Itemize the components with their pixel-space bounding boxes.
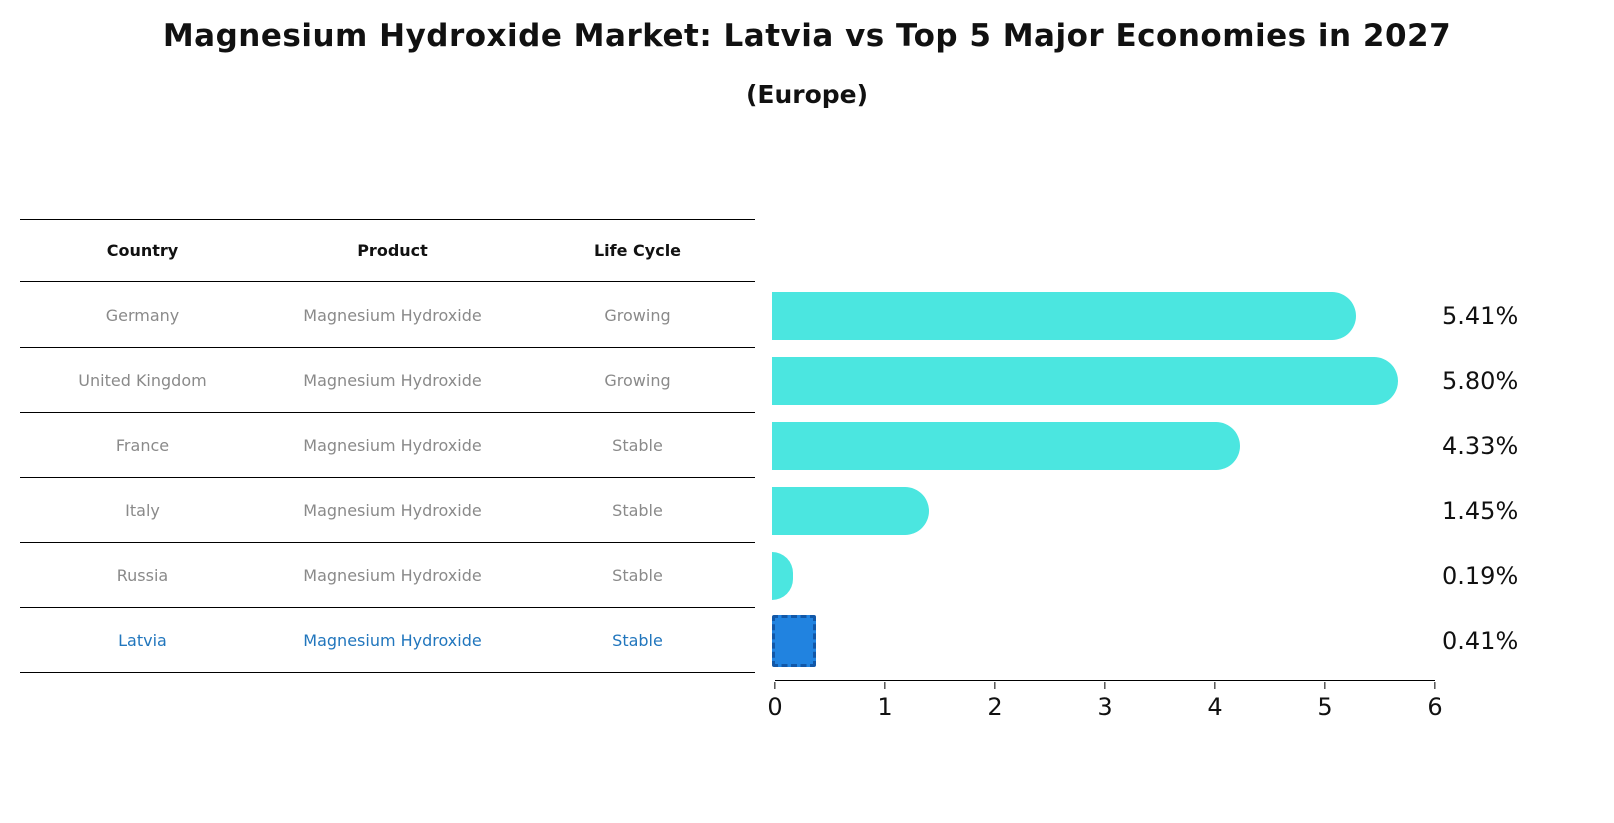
table-and-bars: Country Product Life Cycle Germany Magne… (20, 218, 1602, 673)
country-cell: Russia (116, 565, 169, 585)
table-row: Russia Magnesium Hydroxide Stable 0.19% (20, 543, 1602, 608)
product-cell: Magnesium Hydroxide (303, 435, 482, 455)
x-tick: 2 (987, 682, 1003, 721)
x-axis-ticks: 0 1 2 3 4 5 6 (767, 682, 1443, 722)
country-cell: Italy (125, 500, 160, 520)
chart-subtitle: (Europe) (745, 80, 869, 109)
x-tick: 5 (1317, 682, 1333, 721)
bar-germany (772, 291, 1357, 340)
life-cycle-cell: Stable (612, 630, 663, 650)
table-row: France Magnesium Hydroxide Stable 4.33% (20, 413, 1602, 478)
country-cell: Latvia (118, 630, 167, 650)
table-row: Germany Magnesium Hydroxide Growing 5.41… (20, 283, 1602, 348)
product-cell: Magnesium Hydroxide (303, 630, 482, 650)
table-row: Italy Magnesium Hydroxide Stable 1.45% (20, 478, 1602, 543)
value-label: 5.41% (1442, 301, 1519, 330)
value-label: 0.19% (1442, 561, 1519, 590)
column-header-product: Product (357, 241, 428, 260)
x-tick-label: 4 (1207, 693, 1223, 721)
x-tick-label: 3 (1097, 693, 1113, 721)
bar-united-kingdom (772, 356, 1399, 405)
x-tick-label: 2 (987, 693, 1003, 721)
bar-russia (772, 551, 793, 600)
product-cell: Magnesium Hydroxide (303, 565, 482, 585)
table-header-row: Country Product Life Cycle (20, 218, 1602, 283)
x-tick: 6 (1427, 682, 1443, 721)
life-cycle-cell: Growing (604, 370, 671, 390)
x-tick: 4 (1207, 682, 1223, 721)
x-axis-line (775, 680, 1435, 681)
chart-title: Magnesium Hydroxide Market: Latvia vs To… (162, 18, 1452, 54)
product-cell: Magnesium Hydroxide (303, 305, 482, 325)
country-cell: Germany (105, 305, 180, 325)
x-tick-label: 1 (877, 693, 893, 721)
column-header-country: Country (106, 241, 179, 260)
table-row-latvia: Latvia Magnesium Hydroxide Stable 0.41% (20, 608, 1602, 673)
x-tick: 1 (877, 682, 893, 721)
country-cell: France (115, 435, 170, 455)
product-cell: Magnesium Hydroxide (303, 370, 482, 390)
column-header-life-cycle: Life Cycle (593, 241, 682, 260)
life-cycle-cell: Growing (604, 305, 671, 325)
value-label: 0.41% (1442, 626, 1519, 655)
value-label: 1.45% (1442, 496, 1519, 525)
x-tick: 3 (1097, 682, 1113, 721)
bar-france (772, 421, 1240, 470)
country-cell: United Kingdom (78, 370, 207, 390)
x-tick-label: 5 (1317, 693, 1333, 721)
life-cycle-cell: Stable (612, 500, 663, 520)
life-cycle-cell: Stable (612, 435, 663, 455)
x-tick: 0 (767, 682, 783, 721)
bar-latvia-highlighted (772, 614, 817, 667)
bar-italy (772, 486, 929, 535)
table-row: United Kingdom Magnesium Hydroxide Growi… (20, 348, 1602, 413)
product-cell: Magnesium Hydroxide (303, 500, 482, 520)
value-label: 4.33% (1442, 431, 1519, 460)
life-cycle-cell: Stable (612, 565, 663, 585)
x-tick-label: 6 (1427, 693, 1443, 721)
value-label: 5.80% (1442, 366, 1519, 395)
x-tick-label: 0 (767, 693, 783, 721)
